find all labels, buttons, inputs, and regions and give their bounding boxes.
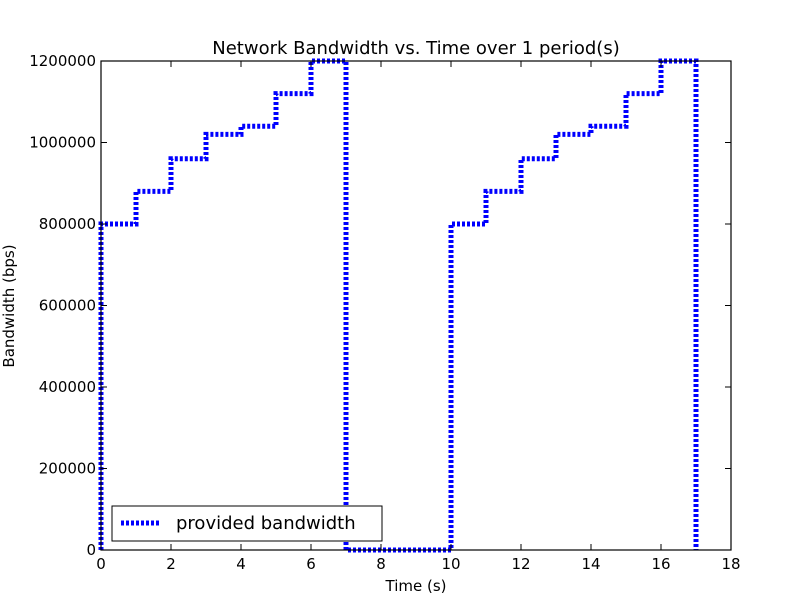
legend-label: provided bandwidth — [176, 513, 356, 534]
axis-ticks: 0 2 4 6 8 10 12 14 16 18 0 200000 400000 600000 800000… — [29, 52, 740, 573]
x-tick-label: 2 — [166, 555, 176, 573]
x-tick-label: 6 — [306, 555, 316, 573]
y-tick-label: 800000 — [39, 215, 96, 233]
y-tick-label: 1200000 — [29, 52, 96, 70]
legend: provided bandwidth — [111, 505, 383, 542]
y-tick-label: 200000 — [39, 460, 96, 478]
x-axis-title: Time (s) — [385, 577, 447, 595]
x-tick-label: 12 — [511, 555, 530, 573]
y-tick-label: 400000 — [39, 378, 96, 396]
x-tick-label: 8 — [376, 555, 386, 573]
x-tick-label: 0 — [96, 555, 106, 573]
x-tick-label: 16 — [651, 555, 670, 573]
x-tick-label: 18 — [721, 555, 740, 573]
y-tick-label: 600000 — [39, 297, 96, 315]
y-tick-label: 0 — [86, 541, 96, 559]
y-axis-title: Bandwidth (bps) — [0, 244, 18, 367]
x-tick-label: 10 — [441, 555, 460, 573]
x-tick-label: 14 — [581, 555, 600, 573]
y-tick-label: 1000000 — [29, 134, 96, 152]
x-tick-label: 4 — [236, 555, 246, 573]
chart-title: Network Bandwidth vs. Time over 1 period… — [212, 38, 619, 59]
